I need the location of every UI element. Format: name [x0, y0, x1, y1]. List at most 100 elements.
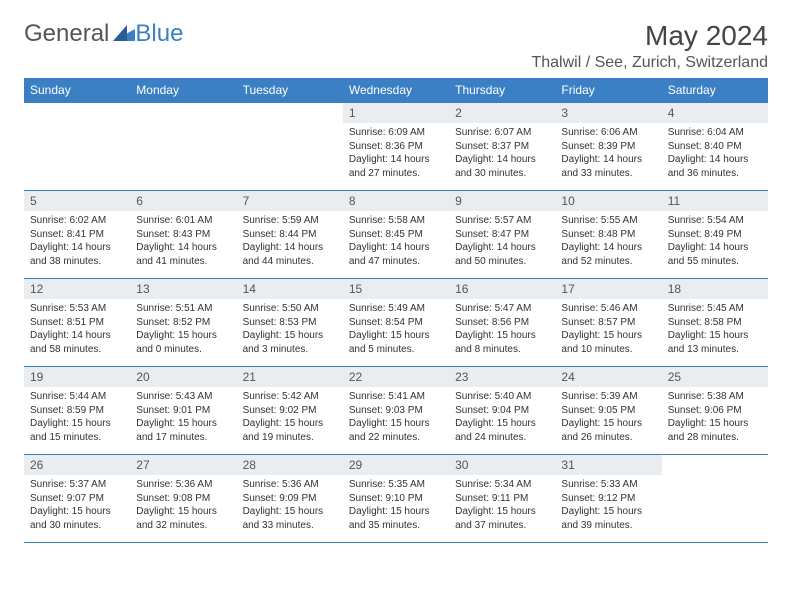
- calendar-cell: 14Sunrise: 5:50 AMSunset: 8:53 PMDayligh…: [237, 279, 343, 367]
- sunset-text: Sunset: 8:52 PM: [136, 316, 230, 330]
- calendar-cell: 15Sunrise: 5:49 AMSunset: 8:54 PMDayligh…: [343, 279, 449, 367]
- sunrise-text: Sunrise: 5:36 AM: [136, 478, 230, 492]
- calendar-cell: 27Sunrise: 5:36 AMSunset: 9:08 PMDayligh…: [130, 455, 236, 543]
- sunrise-text: Sunrise: 5:37 AM: [30, 478, 124, 492]
- day-number: 19: [24, 367, 130, 387]
- sunrise-text: Sunrise: 5:38 AM: [668, 390, 762, 404]
- day-content: Sunrise: 5:33 AMSunset: 9:12 PMDaylight:…: [555, 475, 661, 535]
- calendar-row: 12Sunrise: 5:53 AMSunset: 8:51 PMDayligh…: [24, 279, 768, 367]
- sunrise-text: Sunrise: 5:33 AM: [561, 478, 655, 492]
- daylight-text: Daylight: 14 hours and 50 minutes.: [455, 241, 549, 268]
- calendar-cell: 4Sunrise: 6:04 AMSunset: 8:40 PMDaylight…: [662, 103, 768, 191]
- day-number: 4: [662, 103, 768, 123]
- calendar-cell: 20Sunrise: 5:43 AMSunset: 9:01 PMDayligh…: [130, 367, 236, 455]
- sunrise-text: Sunrise: 5:40 AM: [455, 390, 549, 404]
- sunrise-text: Sunrise: 6:09 AM: [349, 126, 443, 140]
- calendar-row: 5Sunrise: 6:02 AMSunset: 8:41 PMDaylight…: [24, 191, 768, 279]
- daylight-text: Daylight: 15 hours and 17 minutes.: [136, 417, 230, 444]
- daylight-text: Daylight: 14 hours and 41 minutes.: [136, 241, 230, 268]
- calendar-cell: 18Sunrise: 5:45 AMSunset: 8:58 PMDayligh…: [662, 279, 768, 367]
- sunrise-text: Sunrise: 5:36 AM: [243, 478, 337, 492]
- calendar-cell: 29Sunrise: 5:35 AMSunset: 9:10 PMDayligh…: [343, 455, 449, 543]
- calendar-row: 19Sunrise: 5:44 AMSunset: 8:59 PMDayligh…: [24, 367, 768, 455]
- sunset-text: Sunset: 9:05 PM: [561, 404, 655, 418]
- daylight-text: Daylight: 14 hours and 38 minutes.: [30, 241, 124, 268]
- day-content: Sunrise: 5:59 AMSunset: 8:44 PMDaylight:…: [237, 211, 343, 271]
- calendar-cell: [237, 103, 343, 191]
- daylight-text: Daylight: 14 hours and 27 minutes.: [349, 153, 443, 180]
- daylight-text: Daylight: 15 hours and 28 minutes.: [668, 417, 762, 444]
- sunrise-text: Sunrise: 5:50 AM: [243, 302, 337, 316]
- daylight-text: Daylight: 15 hours and 3 minutes.: [243, 329, 337, 356]
- day-content: Sunrise: 6:07 AMSunset: 8:37 PMDaylight:…: [449, 123, 555, 183]
- day-number: 17: [555, 279, 661, 299]
- day-number: 14: [237, 279, 343, 299]
- day-content: Sunrise: 5:45 AMSunset: 8:58 PMDaylight:…: [662, 299, 768, 359]
- daylight-text: Daylight: 15 hours and 33 minutes.: [243, 505, 337, 532]
- calendar-cell: 9Sunrise: 5:57 AMSunset: 8:47 PMDaylight…: [449, 191, 555, 279]
- sunrise-text: Sunrise: 5:59 AM: [243, 214, 337, 228]
- day-content: Sunrise: 5:55 AMSunset: 8:48 PMDaylight:…: [555, 211, 661, 271]
- day-number: 12: [24, 279, 130, 299]
- day-content: Sunrise: 5:44 AMSunset: 8:59 PMDaylight:…: [24, 387, 130, 447]
- day-number: 27: [130, 455, 236, 475]
- sunset-text: Sunset: 8:37 PM: [455, 140, 549, 154]
- sunrise-text: Sunrise: 5:51 AM: [136, 302, 230, 316]
- calendar-cell: 12Sunrise: 5:53 AMSunset: 8:51 PMDayligh…: [24, 279, 130, 367]
- calendar-head: SundayMondayTuesdayWednesdayThursdayFrid…: [24, 78, 768, 103]
- sunrise-text: Sunrise: 5:49 AM: [349, 302, 443, 316]
- daylight-text: Daylight: 15 hours and 10 minutes.: [561, 329, 655, 356]
- day-number: 21: [237, 367, 343, 387]
- sunset-text: Sunset: 8:41 PM: [30, 228, 124, 242]
- calendar-cell: 21Sunrise: 5:42 AMSunset: 9:02 PMDayligh…: [237, 367, 343, 455]
- sunset-text: Sunset: 8:59 PM: [30, 404, 124, 418]
- day-number: [237, 103, 343, 109]
- sunrise-text: Sunrise: 6:07 AM: [455, 126, 549, 140]
- day-number: 8: [343, 191, 449, 211]
- calendar-cell: 22Sunrise: 5:41 AMSunset: 9:03 PMDayligh…: [343, 367, 449, 455]
- day-number: 3: [555, 103, 661, 123]
- sunrise-text: Sunrise: 5:46 AM: [561, 302, 655, 316]
- calendar-cell: 10Sunrise: 5:55 AMSunset: 8:48 PMDayligh…: [555, 191, 661, 279]
- daylight-text: Daylight: 15 hours and 37 minutes.: [455, 505, 549, 532]
- day-content: Sunrise: 5:37 AMSunset: 9:07 PMDaylight:…: [24, 475, 130, 535]
- sunset-text: Sunset: 8:56 PM: [455, 316, 549, 330]
- daylight-text: Daylight: 15 hours and 32 minutes.: [136, 505, 230, 532]
- sunset-text: Sunset: 8:47 PM: [455, 228, 549, 242]
- calendar-cell: 16Sunrise: 5:47 AMSunset: 8:56 PMDayligh…: [449, 279, 555, 367]
- calendar-cell: 31Sunrise: 5:33 AMSunset: 9:12 PMDayligh…: [555, 455, 661, 543]
- weekday-header: Monday: [130, 78, 236, 103]
- sunset-text: Sunset: 9:07 PM: [30, 492, 124, 506]
- day-number: 23: [449, 367, 555, 387]
- day-content: Sunrise: 5:49 AMSunset: 8:54 PMDaylight:…: [343, 299, 449, 359]
- logo-icon: [113, 20, 135, 48]
- day-content: Sunrise: 5:43 AMSunset: 9:01 PMDaylight:…: [130, 387, 236, 447]
- daylight-text: Daylight: 14 hours and 58 minutes.: [30, 329, 124, 356]
- location: Thalwil / See, Zurich, Switzerland: [531, 54, 768, 72]
- daylight-text: Daylight: 14 hours and 44 minutes.: [243, 241, 337, 268]
- day-content: Sunrise: 6:02 AMSunset: 8:41 PMDaylight:…: [24, 211, 130, 271]
- sunset-text: Sunset: 9:09 PM: [243, 492, 337, 506]
- sunrise-text: Sunrise: 5:34 AM: [455, 478, 549, 492]
- day-content: Sunrise: 5:41 AMSunset: 9:03 PMDaylight:…: [343, 387, 449, 447]
- sunrise-text: Sunrise: 5:54 AM: [668, 214, 762, 228]
- weekday-header: Saturday: [662, 78, 768, 103]
- daylight-text: Daylight: 14 hours and 33 minutes.: [561, 153, 655, 180]
- day-number: 7: [237, 191, 343, 211]
- daylight-text: Daylight: 15 hours and 24 minutes.: [455, 417, 549, 444]
- sunset-text: Sunset: 9:01 PM: [136, 404, 230, 418]
- sunset-text: Sunset: 8:44 PM: [243, 228, 337, 242]
- sunset-text: Sunset: 8:48 PM: [561, 228, 655, 242]
- header: General Blue May 2024 Thalwil / See, Zur…: [24, 20, 768, 72]
- day-content: Sunrise: 5:46 AMSunset: 8:57 PMDaylight:…: [555, 299, 661, 359]
- sunset-text: Sunset: 8:49 PM: [668, 228, 762, 242]
- calendar-cell: [24, 103, 130, 191]
- sunset-text: Sunset: 8:40 PM: [668, 140, 762, 154]
- day-content: Sunrise: 5:42 AMSunset: 9:02 PMDaylight:…: [237, 387, 343, 447]
- calendar-cell: 1Sunrise: 6:09 AMSunset: 8:36 PMDaylight…: [343, 103, 449, 191]
- day-content: Sunrise: 5:50 AMSunset: 8:53 PMDaylight:…: [237, 299, 343, 359]
- sunrise-text: Sunrise: 6:01 AM: [136, 214, 230, 228]
- day-content: Sunrise: 5:36 AMSunset: 9:09 PMDaylight:…: [237, 475, 343, 535]
- sunset-text: Sunset: 9:10 PM: [349, 492, 443, 506]
- month-title: May 2024: [531, 20, 768, 52]
